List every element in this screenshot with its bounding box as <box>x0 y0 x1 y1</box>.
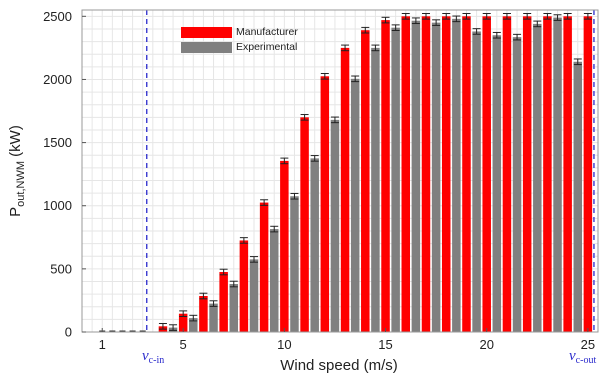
bar-manufacturer <box>401 16 411 333</box>
bar-experimental <box>472 31 481 332</box>
bar-experimental <box>290 196 299 332</box>
y-axis-title: Pout,NWM (kW) <box>7 125 27 217</box>
legend: Manufacturer Experimental <box>181 26 298 53</box>
x-tick-label: 25 <box>581 337 595 352</box>
y-tick-label: 500 <box>50 261 72 276</box>
bar-experimental <box>189 318 198 332</box>
cut-in-speed-label: vc-in <box>142 348 164 366</box>
bar-manufacturer <box>280 160 289 332</box>
x-tick-label: 5 <box>180 337 187 352</box>
bar-manufacturer <box>178 313 188 332</box>
cut-out-label-sub: c-out <box>576 355 597 366</box>
bar-experimental <box>411 20 421 332</box>
bar-experimental <box>492 35 502 332</box>
x-axis-title: Wind speed (m/s) <box>280 357 398 374</box>
bar-manufacturer <box>199 296 208 332</box>
bar-experimental <box>512 37 522 333</box>
bar-manufacturer <box>502 16 512 333</box>
bar-manufacturer <box>239 240 249 332</box>
bar-manufacturer <box>300 117 309 332</box>
bar-experimental <box>553 17 562 332</box>
bar-experimental <box>310 158 319 332</box>
bar-experimental <box>371 47 380 332</box>
bar-manufacturer <box>441 16 451 333</box>
legend-swatch-manufacturer <box>181 27 232 38</box>
bar-experimental <box>209 303 218 332</box>
bar-experimental <box>229 284 239 332</box>
plot-frame <box>81 9 599 333</box>
bars-layer <box>99 13 593 333</box>
cut-in-label-sub: c-in <box>149 355 165 366</box>
x-tick-label: 10 <box>277 337 291 352</box>
y-tick-label: 2500 <box>43 9 72 24</box>
bar-manufacturer <box>421 16 431 333</box>
cut-out-speed-label: vc-out <box>569 348 596 366</box>
y-axis-title-main: P <box>7 207 24 217</box>
y-axis-title-sub: out,NWM <box>15 161 27 207</box>
bar-manufacturer <box>219 272 228 332</box>
bar-experimental <box>431 22 441 333</box>
bar-manufacturer <box>259 202 269 332</box>
bar-manufacturer <box>482 16 491 333</box>
cut-out-label-main: v <box>569 348 576 364</box>
bar-manufacturer <box>563 16 572 333</box>
bar-manufacturer <box>462 16 471 333</box>
bar-manufacturer <box>340 47 350 332</box>
legend-label-manufacturer: Manufacturer <box>236 26 298 38</box>
bar-experimental <box>391 27 400 332</box>
x-tick-label: 15 <box>378 337 392 352</box>
bar-experimental <box>350 78 360 332</box>
y-tick-label: 0 <box>65 325 72 340</box>
y-tick-label: 2000 <box>43 72 72 87</box>
plot-background <box>82 10 598 332</box>
y-tick-label: 1000 <box>43 198 72 213</box>
bar-manufacturer <box>320 76 330 332</box>
bar-experimental <box>249 259 259 332</box>
x-tick-label: 1 <box>99 337 106 352</box>
legend-label-experimental: Experimental <box>236 41 297 53</box>
bar-manufacturer <box>381 20 390 333</box>
bar-experimental <box>533 23 542 332</box>
y-tick-label: 1500 <box>43 135 72 150</box>
bar-manufacturer <box>543 16 552 333</box>
y-axis-title-unit: (kW) <box>7 125 24 161</box>
bar-manufacturer <box>361 30 370 333</box>
bar-manufacturer <box>522 16 532 333</box>
x-tick-label: 20 <box>479 337 493 352</box>
bar-experimental <box>573 61 583 332</box>
cut-in-label-main: v <box>142 348 149 364</box>
bar-experimental <box>452 18 461 333</box>
bar-experimental <box>330 119 340 332</box>
bar-experimental <box>269 229 279 332</box>
legend-swatch-experimental <box>181 42 232 53</box>
bar-manufacturer <box>583 16 593 333</box>
